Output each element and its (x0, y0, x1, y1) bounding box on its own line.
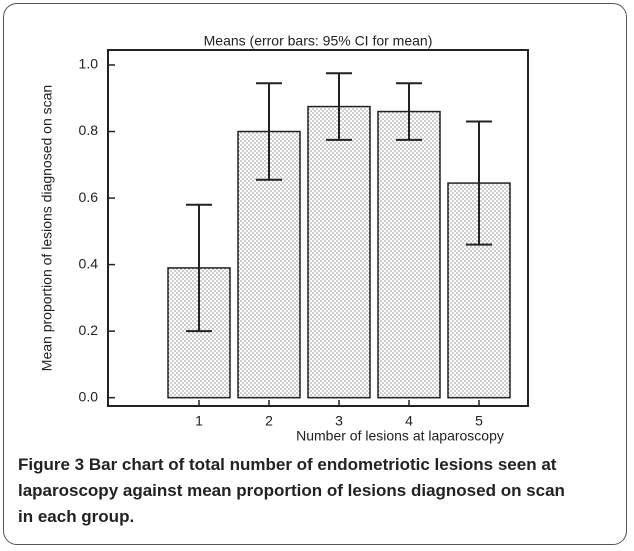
x-tick-label: 4 (405, 413, 413, 429)
caption-text: Bar chart of total number of endometriot… (18, 455, 565, 526)
x-tick-label: 5 (475, 413, 483, 429)
chart: Means (error bars: 95% CI for mean) Numb… (39, 33, 529, 444)
y-axis-label: Mean proportion of lesions diagnosed on … (39, 85, 55, 371)
plot-frame (107, 49, 529, 407)
x-tick-label: 2 (265, 413, 273, 429)
x-tick-label: 3 (335, 413, 343, 429)
figure-frame (3, 3, 627, 545)
y-tick-label: 0.8 (79, 122, 99, 138)
y-tick-label: 1.0 (79, 56, 99, 72)
y-tick-label: 0.6 (79, 189, 99, 205)
y-tick-label: 0.4 (79, 255, 99, 271)
chart-title: Means (error bars: 95% CI for mean) (204, 33, 433, 49)
bar (377, 110, 441, 399)
x-axis-label: Number of lesions at laparoscopy (296, 428, 504, 444)
caption: Figure 3 Bar chart of total number of en… (18, 452, 578, 530)
bar (307, 105, 371, 399)
bar (447, 182, 511, 399)
y-tick-label: 0.0 (79, 388, 99, 404)
x-tick-label: 1 (195, 413, 203, 429)
y-tick-label: 0.2 (79, 322, 99, 338)
caption-label: Figure 3 (18, 455, 85, 474)
